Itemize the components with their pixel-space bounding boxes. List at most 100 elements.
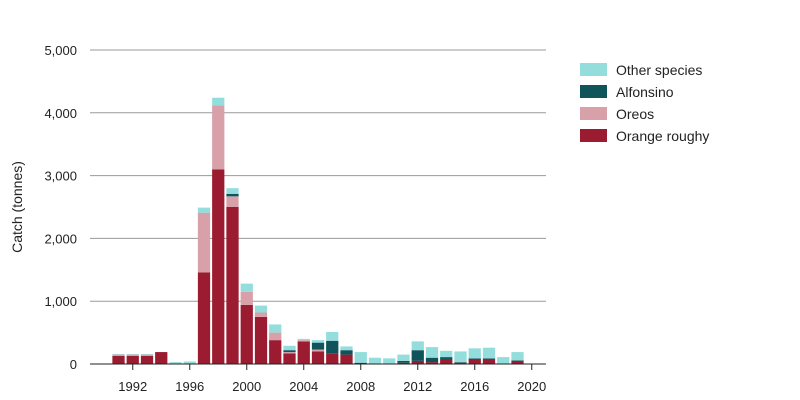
legend-label: Orange roughy [616,128,709,144]
bar-other-species [169,362,182,364]
legend-swatch [580,107,607,120]
bar-other-species [140,353,154,355]
bar-orange-roughy [511,360,524,364]
bar-alfonsino [482,358,496,359]
bar-orange-roughy [240,304,253,364]
bar-alfonsino [454,362,467,363]
bar-other-species [226,188,239,194]
bar-orange-roughy [197,272,211,364]
bar-orange-roughy [269,340,282,364]
bar-orange-roughy [440,358,453,364]
bar-other-species [440,350,453,358]
bar-other-species [411,341,424,351]
bar-orange-roughy [340,354,353,364]
bar-other-species [383,358,396,364]
bar-alfonsino [326,340,339,354]
bar-oreos [269,332,282,341]
bar-orange-roughy [140,355,154,364]
bar-alfonsino [354,362,367,364]
axes: 0 1,000 2,000 3,000 4,000 5,000 1992 1996 2000 20… [44,43,546,394]
bar-other-species [269,324,282,333]
bar-other-species [340,346,353,351]
legend-label: Oreos [616,106,654,122]
bar-other-species [368,357,382,364]
bar-orange-roughy [126,355,139,364]
bar-alfonsino [397,360,410,363]
y-tick-label: 4,000 [44,106,77,121]
bar-other-species [482,347,496,359]
bar-other-species [425,347,439,358]
bar-oreos [283,352,296,354]
bar-alfonsino [440,357,453,359]
bar-other-species [240,283,253,292]
bar-orange-roughy [226,207,239,364]
y-tick-label: 0 [70,357,77,372]
bar-other-species [454,351,467,363]
bar-other-species [511,352,524,361]
bar-orange-roughy [326,353,339,364]
bar-oreos [297,340,310,342]
y-tick-label: 5,000 [44,43,77,58]
bar-orange-roughy [283,353,296,364]
bar-other-species [297,338,310,341]
bar-other-species [183,361,196,364]
bars [112,97,524,364]
bar-oreos [254,312,268,317]
bar-alfonsino [411,350,424,361]
x-tick-label: 2008 [346,379,375,394]
legend-swatch [580,63,607,76]
x-tick-label: 2020 [517,379,546,394]
legend-label: Alfonsino [616,84,674,100]
bar-alfonsino [425,357,439,363]
bar-oreos [240,291,253,305]
bar-oreos [112,354,125,356]
bar-orange-roughy [155,352,168,364]
bar-oreos [311,349,325,352]
bar-other-species [126,353,139,355]
bar-other-species [497,357,510,364]
bar-orange-roughy [454,362,467,364]
bar-oreos [226,196,239,207]
bar-orange-roughy [297,341,310,364]
y-axis-title: Catch (tonnes) [9,161,25,253]
bar-orange-roughy [468,358,481,364]
bar-other-species [468,348,481,359]
bar-oreos [197,212,211,273]
bar-alfonsino [283,350,296,353]
bar-other-species [354,352,367,363]
bar-other-species [254,305,268,313]
bar-orange-roughy [212,169,225,364]
bar-other-species [212,97,225,106]
bar-alfonsino [226,193,239,197]
bar-orange-roughy [482,358,496,364]
bar-oreos [212,105,225,170]
bar-orange-roughy [112,355,125,364]
legend-swatch [580,85,607,98]
bar-alfonsino [311,342,325,350]
bar-orange-roughy [397,362,410,364]
legend-swatch [580,129,607,142]
x-tick-label: 2004 [289,379,318,394]
bar-other-species [326,331,339,341]
y-tick-label: 3,000 [44,169,77,184]
bar-alfonsino [511,360,524,361]
x-tick-label: 2012 [403,379,432,394]
legend: Other species Alfonsino Oreos Orange roughy [580,62,709,144]
bar-other-species [311,340,325,343]
bar-alfonsino [340,350,353,355]
x-tick-label: 1992 [118,379,147,394]
bar-other-species [197,207,211,213]
y-tick-label: 2,000 [44,231,77,246]
bar-orange-roughy [254,316,268,364]
bar-orange-roughy [411,360,424,364]
bar-orange-roughy [311,351,325,364]
x-tick-label: 2016 [460,379,489,394]
bar-other-species [397,354,410,361]
bar-alfonsino [468,358,481,359]
y-tick-label: 1,000 [44,294,77,309]
bar-oreos [140,354,154,356]
gridlines [90,49,546,302]
x-tick-label: 2000 [232,379,261,394]
bar-orange-roughy [425,362,439,364]
